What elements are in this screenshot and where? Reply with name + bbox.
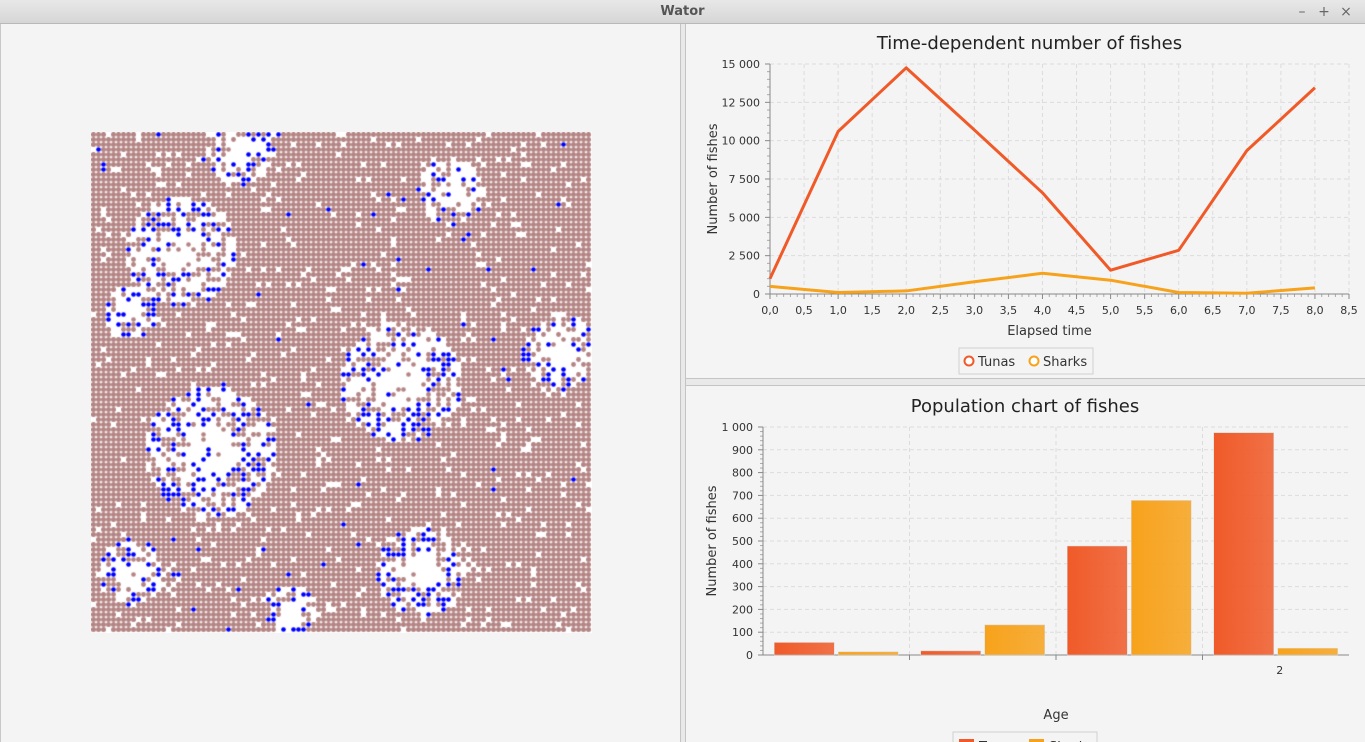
bar-tunas [1213,432,1274,656]
x-tick-label: 2,0 [897,304,915,317]
y-tick-label: 12 500 [722,96,761,109]
x-tick-label: 7,0 [1238,304,1256,317]
y-tick-label: 100 [732,626,753,639]
bar-sharks [1277,647,1338,656]
ocean-grid[interactable] [91,132,592,633]
legend-label-tunas: Tunas [978,740,1016,742]
title-bar[interactable]: Wator – + × [0,0,1365,24]
bar-sharks [1131,500,1192,656]
y-tick-label: 300 [732,581,753,594]
x-tick-label: 2,5 [932,304,950,317]
x-tick-label: 6,5 [1204,304,1222,317]
y-tick-label: 600 [732,512,753,525]
y-axis-label: Number of fishes [705,485,720,596]
bar-tunas [774,642,835,656]
x-tick-label: 3,5 [1000,304,1018,317]
x-axis-label: Elapsed time [1007,324,1092,339]
window-title: Wator [660,4,705,19]
y-tick-label: 0 [746,649,753,662]
close-icon[interactable]: × [1340,4,1352,20]
legend-marker-tunas [959,739,974,742]
series-line-tunas [768,66,1316,280]
x-tick-label: 0,5 [795,304,813,317]
y-tick-label: 1 000 [722,421,754,434]
y-tick-label: 500 [732,535,753,548]
legend-marker-sharks [1028,355,1040,367]
legend-marker-sharks [1029,739,1044,742]
x-tick-label: 8,0 [1306,304,1324,317]
x-tick-label: 4,0 [1034,304,1052,317]
y-tick-label: 7 500 [729,173,761,186]
y-tick-label: 700 [732,489,753,502]
legend-label-sharks: Sharks [1043,355,1087,370]
main-area: Time-dependent number of fishes 0,0 0,5 1,0… [0,24,1365,742]
bar-chart: Population chart of fishes 0 100 200 300 400 5… [705,396,1349,742]
y-tick-label: 10 000 [722,135,761,148]
x-tick-label: 1,5 [863,304,881,317]
x-tick-label: 3,0 [966,304,984,317]
y-tick-label: 900 [732,444,753,457]
y-tick-label: 5 000 [729,211,761,224]
legend-label-sharks: Sharks [1049,740,1093,742]
chart-title: Time-dependent number of fishes [876,33,1182,54]
x-tick-label: 5,0 [1102,304,1120,317]
y-tick-label: 2 500 [729,250,761,263]
y-axis-label: Number of fishes [706,123,721,234]
x-tick-label: 1,0 [829,304,847,317]
x-tick-label: 2 [1276,664,1283,677]
x-tick-label: 6,0 [1170,304,1188,317]
x-tick-label: 5,5 [1136,304,1154,317]
legend-box [958,347,1094,375]
x-tick-label: 0,0 [761,304,779,317]
bar-tunas [920,650,981,656]
vertical-split-divider[interactable] [680,24,686,742]
y-tick-label: 800 [732,467,753,480]
x-axis-label: Age [1043,708,1068,723]
horizontal-split-divider[interactable] [686,378,1365,386]
x-tick-label: 8,5 [1340,304,1358,317]
line-chart: Time-dependent number of fishes 0,0 0,5 1,0… [706,33,1358,375]
bar-sharks [984,624,1045,656]
y-tick-label: 0 [753,288,760,301]
minimize-icon[interactable]: – [1298,4,1306,20]
chart-title: Population chart of fishes [911,396,1139,417]
y-tick-label: 15 000 [722,58,761,71]
legend-box [952,731,1098,742]
legend-label-tunas: Tunas [977,355,1015,370]
bar-sharks [838,651,899,656]
bar-tunas [1067,545,1128,656]
y-tick-label: 200 [732,603,753,616]
y-tick-label: 400 [732,558,753,571]
x-tick-label: 4,5 [1068,304,1086,317]
x-tick-label: 7,5 [1272,304,1290,317]
simulation-pane [0,24,680,742]
legend-marker-tunas [963,355,975,367]
series-line-sharks [769,271,1316,295]
maximize-icon[interactable]: + [1318,4,1330,20]
